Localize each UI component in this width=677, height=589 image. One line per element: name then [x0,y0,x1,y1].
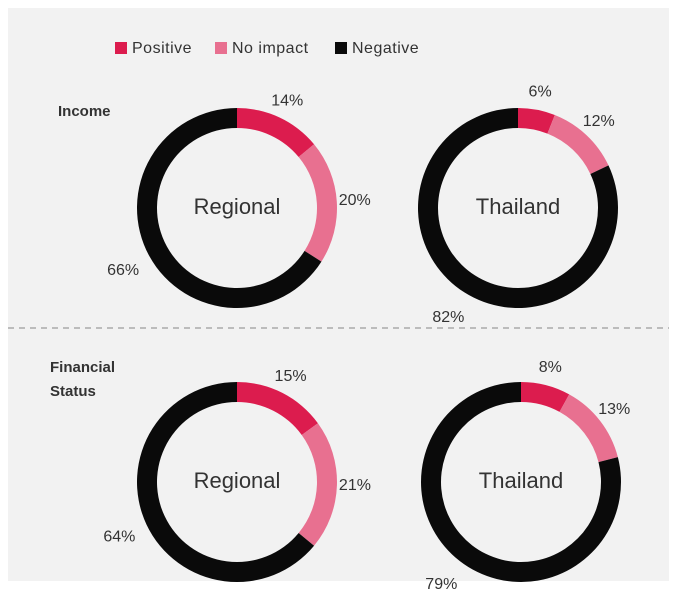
legend-label: Negative [352,40,419,57]
donut-segment [298,144,337,262]
row-label: Income [58,103,111,120]
donut-title: Thailand [476,194,560,219]
donut-segment [559,394,618,463]
legend-swatch [335,42,347,54]
donut-title: Regional [194,468,281,493]
data-label: 21% [339,477,371,494]
legend-swatch [115,42,127,54]
donut-title: Thailand [479,468,563,493]
data-label: 82% [432,309,464,326]
donut-segment [237,382,318,435]
data-label: 6% [529,83,552,100]
data-label: 66% [107,262,139,279]
data-label: 13% [598,401,630,418]
donut-segment [521,382,570,412]
donut-segment [136,382,315,582]
data-label: 14% [271,92,303,109]
data-label: 8% [539,359,562,376]
donut-segment [547,115,609,174]
data-label: 15% [275,368,307,385]
legend-swatch [215,42,227,54]
data-label: 20% [339,192,371,209]
donut-segment [237,108,315,158]
panel [8,8,669,581]
donut-segment [518,108,555,134]
data-label: 12% [583,113,615,130]
legend-label: Positive [132,40,192,57]
data-label: 79% [425,576,457,589]
legend-label: No impact [232,40,309,57]
donut-title: Regional [194,194,281,219]
donut-segment [298,423,337,546]
data-label: 64% [103,529,135,546]
row-label: Financial Status [50,359,116,400]
